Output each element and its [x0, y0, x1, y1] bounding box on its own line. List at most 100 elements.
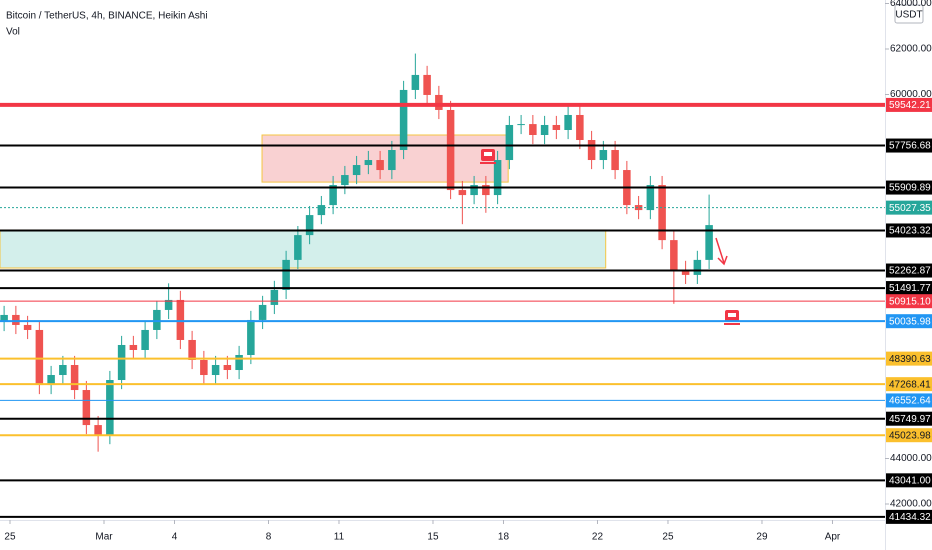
x-tick-label: 22 — [592, 532, 604, 543]
candle-body — [270, 289, 279, 305]
chart-title: Bitcoin / TetherUS, 4h, BINANCE, Heikin … — [6, 11, 208, 22]
price-tag-label: 51491.77 — [889, 283, 931, 294]
x-tick-label: 18 — [498, 532, 510, 543]
x-tick-label: 4 — [172, 532, 178, 543]
y-tick-label: 62000.00 — [890, 44, 932, 55]
price-tag — [886, 473, 932, 488]
candle-body — [106, 380, 114, 436]
price-tag — [886, 97, 932, 112]
price-tag-label: 57756.68 — [889, 141, 931, 152]
candle-body — [658, 185, 666, 241]
candle-body — [164, 299, 173, 310]
candle-body — [94, 425, 102, 436]
candle-body — [0, 314, 8, 323]
price-tag-label: 59542.21 — [889, 100, 931, 111]
x-tick-label: 15 — [427, 532, 439, 543]
price-tag — [886, 351, 932, 366]
price-tag-label: 46552.64 — [889, 396, 931, 407]
chart-subtitle: Vol — [6, 27, 20, 38]
candle-body — [329, 185, 337, 206]
price-tag-label: 50035.98 — [889, 316, 931, 327]
candle-body — [599, 150, 608, 161]
price-tag — [886, 377, 932, 392]
candle-body — [576, 114, 584, 141]
candle-body — [529, 124, 537, 135]
x-tick-label: 29 — [756, 532, 768, 543]
coffee-icon — [480, 149, 496, 164]
candle-body — [129, 344, 138, 350]
candle-body — [693, 259, 702, 275]
candle-body — [188, 339, 196, 360]
candle-body — [211, 365, 220, 376]
candle-body — [70, 365, 79, 391]
candle-body — [82, 390, 91, 426]
candle-body — [223, 365, 232, 371]
currency[interactable]: USDT — [895, 10, 922, 21]
price-tag — [886, 180, 932, 195]
candle-body — [364, 160, 373, 166]
candle-body — [12, 314, 20, 325]
price-tag — [886, 200, 932, 215]
candle-body — [376, 160, 384, 171]
candle-body — [681, 269, 690, 275]
candle-body — [587, 140, 596, 161]
zone — [261, 134, 509, 183]
candle-body — [235, 354, 243, 371]
price-tag — [886, 263, 932, 278]
y-tick-label: 44000.00 — [890, 453, 932, 464]
candle-body — [505, 124, 514, 161]
price-tag-label: 48390.63 — [889, 354, 931, 365]
price-tag — [886, 223, 932, 238]
price-tag-label: 43041.00 — [889, 475, 931, 486]
price-tag-label: 50915.10 — [889, 296, 931, 307]
candle-body — [540, 124, 549, 135]
price-tag — [886, 294, 932, 309]
price-tag-label: 55027.35 — [889, 203, 931, 214]
y-tick-label: 42000.00 — [890, 499, 932, 510]
candle-body — [200, 359, 208, 376]
price-tag-label: 45023.98 — [889, 430, 931, 441]
price-tag-label: 45749.97 — [889, 414, 931, 425]
candle-body — [352, 165, 361, 176]
candle-body — [247, 319, 255, 355]
price-tag — [886, 428, 932, 443]
candle-body — [634, 205, 643, 211]
candle-body — [470, 185, 478, 196]
candle-body — [482, 185, 490, 196]
price-tag-label: 55909.89 — [889, 183, 931, 194]
candle-body — [258, 304, 267, 320]
arrow — [715, 237, 728, 266]
candle-body — [446, 109, 455, 191]
price-tag — [886, 509, 932, 524]
candle-body — [670, 240, 678, 270]
candle-body — [646, 185, 655, 211]
candle-body — [341, 175, 349, 186]
candle-body — [435, 94, 443, 110]
price-tag — [886, 314, 932, 329]
candle-body — [517, 124, 525, 126]
candle-body — [282, 259, 290, 290]
candle-body — [305, 215, 314, 236]
candle-body — [705, 225, 713, 260]
price-tag — [886, 411, 932, 426]
y-tick-label: 60000.00 — [890, 89, 932, 100]
price-tag-label: 52262.87 — [889, 266, 931, 277]
candle-body — [23, 324, 32, 330]
candle-body — [47, 375, 55, 386]
price-tag — [886, 281, 932, 296]
price-tag-label: 47268.41 — [889, 379, 931, 390]
candle-body — [176, 299, 185, 340]
x-tick-label: Apr — [825, 532, 841, 543]
candle-body — [552, 124, 561, 130]
candle-body — [611, 150, 619, 171]
candle-body — [59, 365, 67, 376]
price-tag — [886, 393, 932, 408]
currency-box[interactable] — [894, 4, 924, 24]
price-tag — [886, 138, 932, 153]
y-tick-label: 64000.00 — [890, 0, 932, 9]
candle-body — [493, 160, 502, 196]
price-tag-label: 54023.32 — [889, 226, 931, 237]
